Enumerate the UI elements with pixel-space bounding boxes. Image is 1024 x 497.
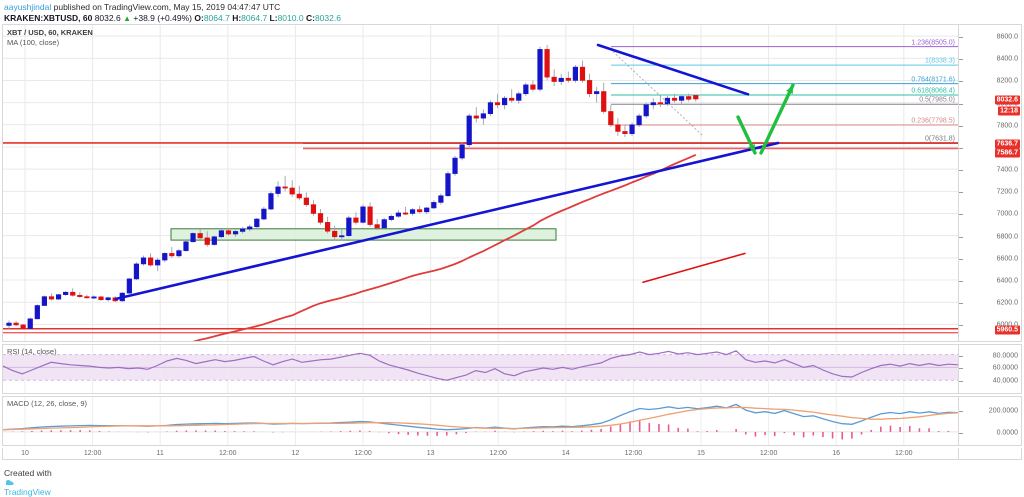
open-label: O: — [194, 13, 204, 23]
price-axis-tick: 6200.0 — [996, 299, 1018, 307]
time-axis-tick: 14 — [561, 450, 570, 457]
rsi-pane[interactable]: RSI (14, close) — [2, 344, 959, 394]
rsi-axis[interactable]: 80.0000 60.0000 40.0000 — [959, 344, 1022, 394]
axis-tick-mark — [959, 432, 963, 434]
price-axis-tick: 6800.0 — [996, 233, 1018, 241]
axis-tick-mark — [959, 303, 963, 305]
time-axis-tick: 12:00 — [759, 450, 778, 457]
price-axis-pill: 7586.7 — [994, 148, 1020, 158]
fib-level-label: 0.236(7798.5) — [911, 117, 955, 125]
price-plot — [3, 25, 958, 341]
rsi-plot — [3, 345, 958, 393]
rsi-legend: RSI (14, close) — [7, 347, 57, 356]
up-triangle-icon: ▲ — [123, 14, 131, 23]
rsi-axis-tick: 40.0000 — [992, 377, 1018, 385]
last-price: 8032.6 — [94, 13, 121, 23]
low-value: 8010.0 — [277, 13, 304, 23]
price-axis-pill: 12:18 — [998, 106, 1020, 116]
price-pane-legend: XBT / USD, 60, KRAKEN — [7, 28, 93, 37]
high-value: 8064.7 — [241, 13, 268, 23]
axis-tick-mark — [959, 170, 963, 172]
axis-tick-mark — [959, 411, 963, 413]
macd-legend: MACD (12, 26, close, 9) — [7, 399, 88, 408]
time-axis-tick: 12:00 — [83, 450, 102, 457]
chart-frame: XBT / USD, 60, KRAKEN MA (100, close) 1.… — [2, 24, 1022, 460]
low-label: L: — [269, 13, 278, 23]
tradingview-cloud-icon — [6, 480, 14, 485]
price-axis-tick: 8400.0 — [996, 55, 1018, 63]
price-axis-pill: 8032.6 — [994, 95, 1020, 105]
fib-level-label: 1.236(8505.0) — [911, 39, 955, 47]
time-axis-tick: 16 — [832, 450, 841, 457]
time-axis-corner — [959, 448, 1022, 460]
time-axis-tick: 13 — [426, 450, 435, 457]
time-axis-tick: 12:00 — [354, 450, 372, 457]
fib-level-label: 0.5(7985.0) — [919, 96, 955, 104]
fib-level-label: 0.764(8171.6) — [911, 76, 955, 84]
axis-tick-mark — [959, 214, 963, 216]
high-label: H: — [232, 13, 242, 23]
price-axis-pill: 7636.7 — [994, 139, 1020, 149]
time-axis-tick: 12:00 — [895, 450, 913, 457]
time-axis-tick: 12 — [291, 450, 300, 457]
axis-tick-mark — [959, 81, 963, 83]
axis-tick-mark — [959, 325, 963, 327]
price-axis-tick: 7200.0 — [996, 188, 1018, 196]
macd-axis[interactable]: 200.0000 0.0000 — [959, 396, 1022, 446]
axis-tick-mark — [959, 236, 963, 238]
open-value: 8064.7 — [203, 13, 230, 23]
axis-tick-mark — [959, 147, 963, 149]
symbol-label[interactable]: KRAKEN:XBTUSD, 60 — [4, 13, 93, 23]
price-axis[interactable]: 8600.08400.08200.08000.07800.07600.07400… — [959, 24, 1022, 342]
change-value: +38.9 (+0.49%) — [133, 13, 192, 23]
time-axis-tick: 11 — [156, 450, 164, 457]
axis-tick-mark — [959, 368, 963, 370]
price-axis-tick: 6600.0 — [996, 255, 1018, 263]
time-axis-tick: 12:00 — [219, 450, 237, 457]
axis-tick-mark — [959, 103, 963, 105]
tradingview-brand[interactable]: TradingView — [4, 487, 51, 497]
created-with-label: Created with — [4, 468, 52, 478]
axis-tick-mark — [959, 258, 963, 260]
axis-tick-mark — [959, 281, 963, 283]
footer-credit: Created with TradingView — [4, 468, 52, 497]
fib-level-label: 0.618(8068.4) — [911, 87, 955, 95]
price-axis-tick: 7000.0 — [996, 210, 1018, 218]
axis-tick-mark — [959, 125, 963, 127]
time-axis-tick: 15 — [697, 450, 705, 457]
time-axis-tick: 10 — [21, 450, 29, 457]
time-axis-tick: 12:00 — [624, 450, 643, 457]
fib-level-label: 0(7631.8) — [925, 135, 955, 143]
time-axis[interactable]: 10 12:00 11 12:00 12 12:00 13 12:00 14 12:00 15 12:… — [2, 448, 975, 460]
axis-tick-mark — [959, 381, 963, 383]
close-label: C: — [305, 13, 315, 23]
price-pane[interactable]: XBT / USD, 60, KRAKEN MA (100, close) 1.… — [2, 24, 959, 342]
price-axis-tick: 7800.0 — [996, 122, 1018, 130]
close-value: 8032.6 — [314, 13, 341, 23]
price-axis-pill: 5960.5 — [994, 325, 1020, 335]
macd-plot — [3, 397, 958, 445]
price-axis-tick: 8600.0 — [996, 33, 1018, 41]
rsi-axis-tick: 80.0000 — [992, 352, 1018, 360]
symbol-quote-bar: KRAKEN:XBTUSD, 60 8032.6 ▲ +38.9 (+0.49%… — [4, 13, 341, 24]
rsi-axis-tick: 60.0000 — [992, 364, 1018, 372]
macd-axis-tick: 0.0000 — [996, 429, 1018, 437]
axis-tick-mark — [959, 59, 963, 61]
macd-pane[interactable]: MACD (12, 26, close, 9) — [2, 396, 959, 446]
fib-level-label: 1(8338.3) — [925, 57, 955, 65]
time-axis-tick: 12:00 — [489, 450, 507, 457]
axis-tick-mark — [959, 37, 963, 39]
author-link[interactable]: aayushjindal — [4, 2, 52, 12]
ma-legend: MA (100, close) — [7, 38, 60, 47]
macd-axis-tick: 200.0000 — [988, 407, 1018, 415]
axis-tick-mark — [959, 192, 963, 194]
price-axis-tick: 6400.0 — [996, 277, 1018, 285]
price-axis-tick: 7400.0 — [996, 166, 1018, 174]
publish-text: published on TradingView.com, May 15, 20… — [51, 2, 281, 12]
price-axis-tick: 8200.0 — [996, 77, 1018, 85]
axis-tick-mark — [959, 355, 963, 357]
publish-info: aayushjindal published on TradingView.co… — [4, 2, 280, 13]
